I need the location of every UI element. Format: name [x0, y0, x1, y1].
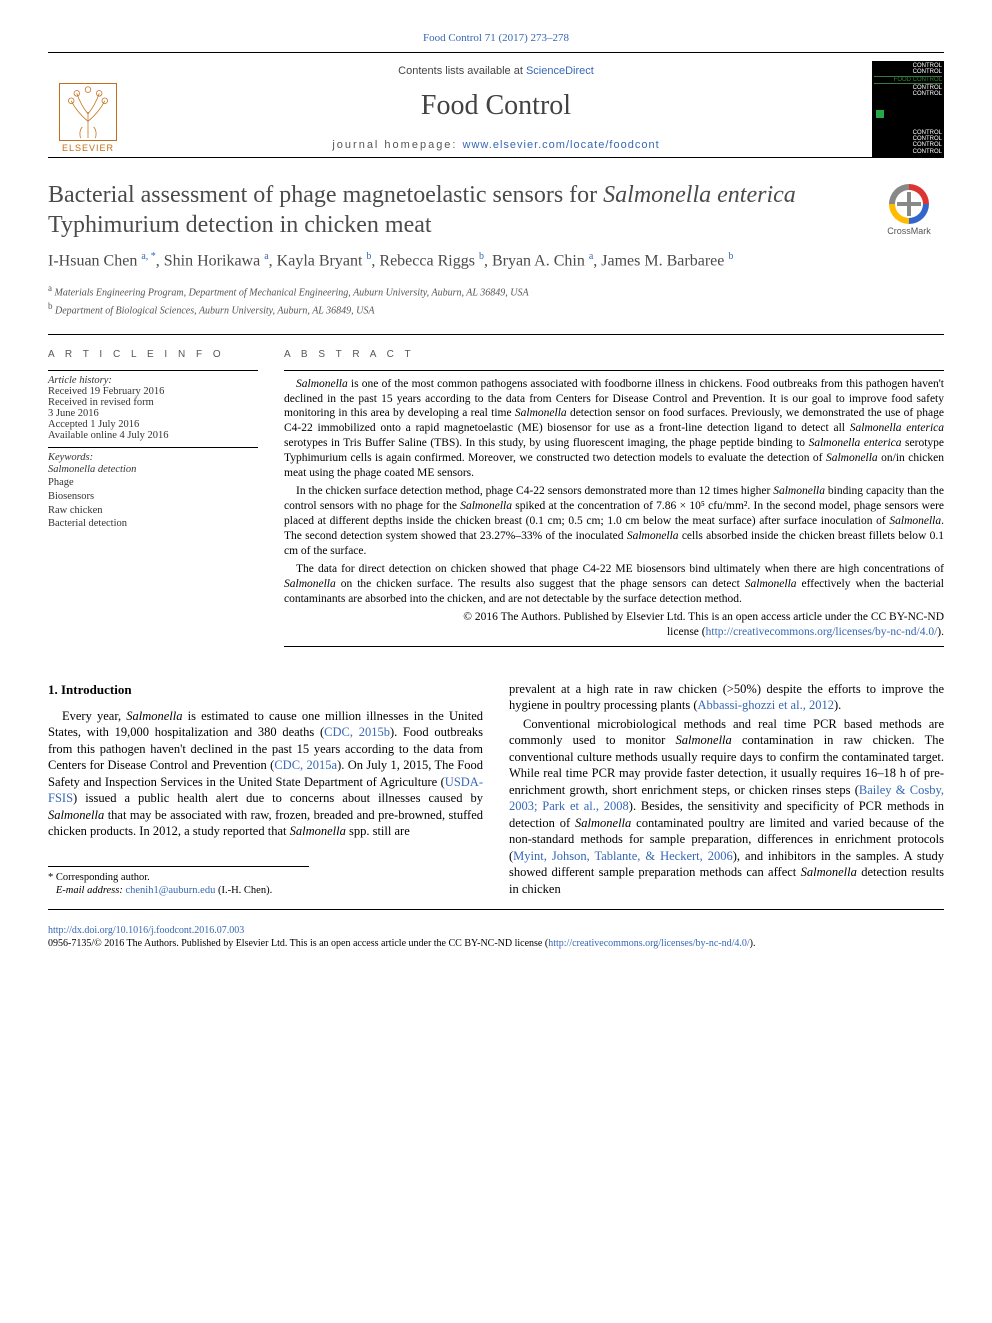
intro-para-left: Every year, Salmonella is estimated to c…	[48, 708, 483, 840]
abstract-para-3: The data for direct detection on chicken…	[284, 562, 944, 607]
corresponding-email-who: (I.-H. Chen).	[218, 885, 272, 896]
cover-line: CONTROL	[874, 149, 942, 155]
affiliation-a: a Materials Engineering Program, Departm…	[48, 282, 944, 300]
cover-green-line: FOOD CONTROL	[874, 76, 942, 84]
authors-line: I-Hsuan Chen a, *, Shin Horikawa a, Kayl…	[48, 250, 944, 272]
keywords-title: Keywords:	[48, 452, 258, 463]
license-line-2-suffix: ).	[937, 626, 944, 638]
keyword: Salmonella detection	[48, 463, 258, 477]
section-1-heading: 1. Introduction	[48, 681, 483, 698]
page-footer: http://dx.doi.org/10.1016/j.foodcont.201…	[48, 924, 944, 950]
article-history-title: Article history:	[48, 375, 258, 386]
keyword: Bacterial detection	[48, 517, 258, 531]
history-line: Available online 4 July 2016	[48, 430, 258, 441]
doi-link[interactable]: http://dx.doi.org/10.1016/j.foodcont.201…	[48, 925, 244, 936]
intro-para-right-2: Conventional microbiological methods and…	[509, 716, 944, 898]
affiliation-b: b Department of Biological Sciences, Aub…	[48, 300, 944, 318]
footer-cc-link[interactable]: http://creativecommons.org/licenses/by-n…	[548, 938, 749, 949]
keyword: Biosensors	[48, 490, 258, 504]
publisher-wordmark: ELSEVIER	[62, 143, 114, 153]
history-line: Accepted 1 July 2016	[48, 419, 258, 430]
body-two-columns: 1. Introduction Every year, Salmonella i…	[48, 681, 944, 900]
affiliations-block: a Materials Engineering Program, Departm…	[48, 282, 944, 318]
journal-homepage-link[interactable]: www.elsevier.com/locate/foodcont	[463, 139, 660, 151]
cover-mid	[874, 98, 942, 130]
journal-name: Food Control	[128, 90, 864, 122]
abstract-rule-bottom	[284, 646, 944, 647]
homepage-prefix: journal homepage:	[332, 139, 462, 151]
body-column-right: prevalent at a high rate in raw chicken …	[509, 681, 944, 900]
abstract-rule-top	[284, 370, 944, 371]
journal-cover-thumbnail: CONTROL CONTROL FOOD CONTROL CONTROL CON…	[872, 61, 944, 157]
license-url-link[interactable]: http://creativecommons.org/licenses/by-n…	[706, 626, 938, 638]
crossmark-badge[interactable]: CrossMark	[874, 184, 944, 236]
contents-prefix: Contents lists available at	[398, 65, 526, 77]
body-column-left: 1. Introduction Every year, Salmonella i…	[48, 681, 483, 900]
rule-footer	[48, 909, 944, 910]
contents-lists-line: Contents lists available at ScienceDirec…	[128, 65, 864, 77]
affiliation-a-text: Materials Engineering Program, Departmen…	[55, 287, 529, 298]
cover-rep-lines: CONTROL CONTROL	[874, 85, 942, 98]
info-rule-2	[48, 447, 258, 448]
license-line-1: © 2016 The Authors. Published by Elsevie…	[463, 611, 944, 623]
info-rule-1	[48, 370, 258, 371]
cover-top-lines: CONTROL CONTROL	[874, 63, 942, 75]
abstract-heading: A B S T R A C T	[284, 349, 944, 360]
cover-rep-lines-2: CONTROL CONTROL CONTROL CONTROL	[874, 130, 942, 155]
affiliation-b-text: Department of Biological Sciences, Aubur…	[55, 305, 375, 316]
abstract-para-2: In the chicken surface detection method,…	[284, 484, 944, 559]
history-line: 3 June 2016	[48, 408, 258, 419]
rule-above-abstract	[48, 334, 944, 335]
info-abstract-row: A R T I C L E I N F O Article history: R…	[48, 349, 944, 647]
issn-license-line: 0956-7135/© 2016 The Authors. Published …	[48, 937, 944, 950]
corresponding-email-link[interactable]: chenih1@auburn.edu	[125, 885, 215, 896]
article-info-column: A R T I C L E I N F O Article history: R…	[48, 349, 258, 647]
article-info-heading: A R T I C L E I N F O	[48, 349, 258, 360]
abstract-license: © 2016 The Authors. Published by Elsevie…	[284, 610, 944, 640]
intro-para-right-1: prevalent at a high rate in raw chicken …	[509, 681, 944, 714]
corresponding-email-line: E-mail address: chenih1@auburn.edu (I.-H…	[48, 884, 309, 898]
crossmark-label: CrossMark	[887, 226, 931, 236]
history-line: Received in revised form	[48, 397, 258, 408]
sciencedirect-link[interactable]: ScienceDirect	[526, 65, 594, 77]
title-part-1: Bacterial assessment of phage magnetoela…	[48, 182, 603, 208]
header-middle: Contents lists available at ScienceDirec…	[128, 61, 864, 157]
journal-homepage-line: journal homepage: www.elsevier.com/locat…	[128, 139, 864, 151]
running-head-citation: Food Control 71 (2017) 273–278	[48, 32, 944, 44]
title-part-2: Typhimurium detection in chicken meat	[48, 212, 432, 238]
corresponding-author-block: * Corresponding author. E-mail address: …	[48, 866, 309, 898]
publisher-logo-block: ELSEVIER	[48, 61, 128, 157]
article-title: Bacterial assessment of phage magnetoela…	[48, 180, 862, 240]
keyword: Phage	[48, 476, 258, 490]
title-row: Bacterial assessment of phage magnetoela…	[48, 180, 944, 240]
issn-pre: 0956-7135/© 2016 The Authors. Published …	[48, 938, 548, 949]
keyword-italic: Salmonella detection	[48, 464, 136, 475]
issn-post: ).	[750, 938, 756, 949]
title-italic-1: Salmonella enterica	[603, 182, 796, 208]
keywords-list: Salmonella detection Phage Biosensors Ra…	[48, 463, 258, 531]
cover-dot-icon	[876, 110, 884, 118]
abstract-para-1: Salmonella is one of the most common pat…	[284, 377, 944, 482]
journal-header-band: ELSEVIER Contents lists available at Sci…	[48, 53, 944, 158]
elsevier-tree-icon	[59, 83, 117, 141]
license-line-2-prefix: license (	[667, 626, 706, 638]
abstract-column: A B S T R A C T Salmonella is one of the…	[284, 349, 944, 647]
corresponding-note: * Corresponding author.	[48, 871, 309, 885]
email-label: E-mail address:	[56, 885, 123, 896]
cover-line: CONTROL	[874, 69, 942, 75]
keyword: Raw chicken	[48, 504, 258, 518]
history-line: Received 19 February 2016	[48, 386, 258, 397]
crossmark-icon	[889, 184, 929, 224]
